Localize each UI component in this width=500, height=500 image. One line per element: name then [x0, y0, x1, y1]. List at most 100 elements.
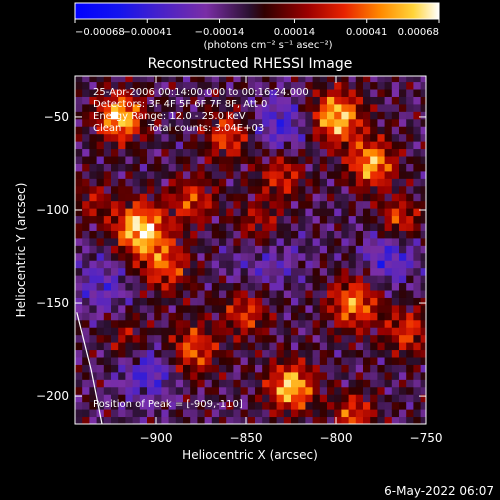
heatmap-cell: [219, 327, 227, 336]
heatmap-cell: [341, 334, 350, 343]
heatmap-cell: [384, 237, 393, 246]
heatmap-cell: [125, 304, 134, 313]
heatmap-cell: [175, 357, 184, 365]
heatmap-cell: [233, 297, 242, 306]
heatmap-cell: [219, 357, 227, 365]
heatmap-cell: [298, 178, 306, 187]
heatmap-cell: [319, 245, 328, 254]
heatmap-cell: [154, 208, 162, 217]
heatmap-cell: [247, 357, 256, 365]
heatmap-cell: [269, 275, 278, 284]
heatmap-cell: [327, 282, 335, 291]
heatmap-cell: [111, 148, 119, 157]
heatmap-cell: [420, 103, 426, 112]
heatmap-cell: [154, 252, 162, 261]
heatmap-cell: [276, 245, 285, 254]
heatmap-cell: [233, 267, 242, 276]
heatmap-cell: [312, 327, 321, 336]
heatmap-cell: [413, 185, 422, 194]
heatmap-cell: [197, 103, 206, 112]
heatmap-cell: [406, 386, 414, 395]
heatmap-cell: [226, 379, 234, 388]
heatmap-cell: [204, 267, 213, 276]
heatmap-cell: [420, 148, 426, 157]
heatmap-cell: [377, 334, 386, 343]
heatmap-cell: [384, 230, 393, 239]
heatmap-cell: [118, 349, 126, 358]
heatmap-cell: [197, 126, 206, 135]
heatmap-cell: [262, 193, 270, 202]
heatmap-cell: [391, 89, 400, 97]
heatmap-cell: [154, 245, 162, 254]
heatmap-cell: [291, 275, 299, 284]
heatmap-cell: [168, 215, 177, 224]
heatmap-cell: [305, 260, 314, 269]
heatmap-cell: [298, 185, 306, 194]
heatmap-cell: [420, 319, 426, 328]
heatmap-cell: [341, 327, 350, 336]
heatmap-cell: [96, 215, 105, 224]
heatmap-cell: [154, 319, 162, 328]
heatmap-cell: [348, 327, 357, 336]
heatmap-cell: [399, 89, 407, 97]
heatmap-cell: [341, 416, 350, 424]
heatmap-cell: [262, 185, 270, 194]
heatmap-cell: [276, 103, 285, 112]
heatmap-cell: [204, 275, 213, 284]
heatmap-cell: [312, 215, 321, 224]
heatmap-cell: [406, 275, 414, 284]
heatmap-cell: [247, 111, 256, 120]
heatmap-cell: [269, 394, 278, 403]
heatmap-cell: [348, 349, 357, 358]
x-tick-label: −750: [410, 431, 443, 445]
heatmap-cell: [161, 371, 170, 380]
heatmap-cell: [211, 334, 220, 343]
heatmap-cell: [363, 357, 371, 365]
heatmap-cell: [348, 409, 357, 418]
heatmap-cell: [139, 342, 148, 351]
heatmap-cell: [291, 223, 299, 231]
heatmap-cell: [370, 126, 378, 135]
heatmap-cell: [111, 334, 119, 343]
heatmap-cell: [312, 342, 321, 351]
heatmap-cell: [89, 200, 98, 209]
heatmap-cell: [82, 357, 90, 365]
heatmap-cell: [190, 267, 198, 276]
heatmap-cell: [204, 379, 213, 388]
heatmap-cell: [89, 275, 98, 284]
heatmap-cell: [161, 230, 170, 239]
heatmap-cell: [420, 141, 426, 150]
heatmap-cell: [247, 416, 256, 424]
heatmap-cell: [370, 275, 378, 284]
heatmap-cell: [183, 96, 191, 105]
heatmap-cell: [312, 409, 321, 418]
heatmap-cell: [413, 297, 422, 306]
heatmap-cell: [269, 223, 278, 231]
heatmap-cell: [370, 416, 378, 424]
heatmap-cell: [183, 394, 191, 403]
heatmap-cell: [240, 312, 249, 321]
heatmap-cell: [240, 349, 249, 358]
heatmap-cell: [175, 319, 184, 328]
heatmap-cell: [262, 364, 270, 373]
heatmap-cell: [319, 327, 328, 336]
heatmap-cell: [125, 185, 134, 194]
heatmap-cell: [226, 89, 234, 97]
heatmap-cell: [75, 118, 83, 127]
heatmap-cell: [413, 386, 422, 395]
heatmap-cell: [139, 148, 148, 157]
y-axis-label: Heliocentric Y (arcsec): [14, 183, 28, 318]
heatmap-cell: [89, 357, 98, 365]
heatmap-cell: [111, 193, 119, 202]
heatmap-cell: [377, 371, 386, 380]
heatmap-cell: [132, 96, 141, 105]
heatmap-cell: [276, 349, 285, 358]
heatmap-cell: [319, 349, 328, 358]
heatmap-cell: [190, 342, 198, 351]
heatmap-cell: [370, 81, 378, 90]
heatmap-cell: [377, 178, 386, 187]
heatmap-cell: [377, 416, 386, 424]
heatmap-cell: [103, 89, 112, 97]
heatmap-cell: [211, 223, 220, 231]
heatmap-cell: [399, 342, 407, 351]
